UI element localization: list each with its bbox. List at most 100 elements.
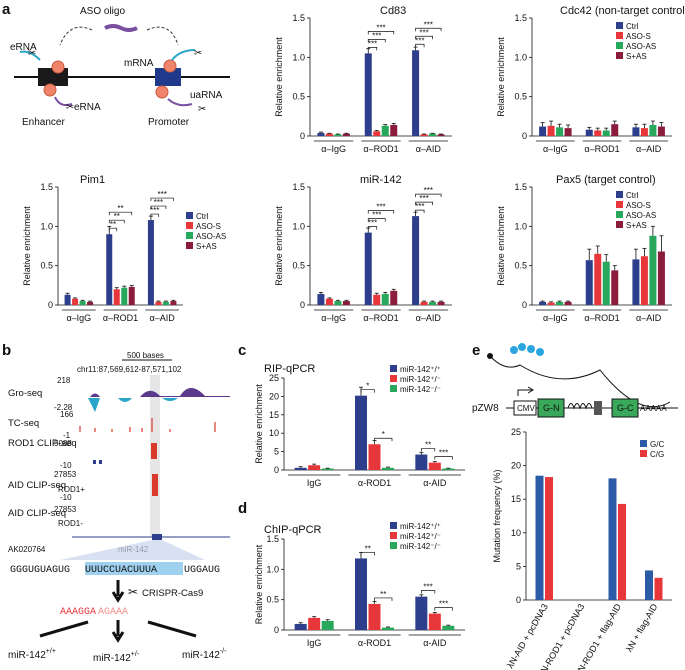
aso-oligo-label: ASO oligo — [80, 6, 125, 17]
uarna-label: uaRNA — [190, 90, 223, 101]
sig-label: ** — [110, 220, 116, 229]
cmv-label: CMV — [517, 404, 535, 413]
bar — [364, 232, 372, 305]
y-tick-label: 15 — [511, 494, 521, 504]
boxb-loops — [567, 403, 593, 410]
bar — [594, 130, 602, 136]
legend-label: S+AS — [196, 242, 217, 251]
bar — [325, 298, 333, 305]
chart-pax5: Pax5 (target control) 0 0.5 1.0 1.5 Relative … — [496, 174, 672, 323]
bar — [539, 301, 547, 305]
crispr-label: CRISPR-Cas9 — [142, 588, 203, 599]
bar — [170, 301, 177, 305]
bar — [113, 289, 120, 305]
seq-highlighted: UUUCCUACUUUA — [85, 565, 157, 576]
bar — [585, 129, 593, 136]
y-tick-label: 10 — [269, 428, 279, 438]
bar — [412, 50, 420, 136]
bar — [547, 302, 555, 305]
bar — [106, 234, 113, 305]
sig-bracket — [150, 197, 174, 202]
bar — [390, 290, 398, 305]
sig-label: *** — [368, 39, 377, 48]
y-tick-label: 1.0 — [292, 221, 305, 231]
sig-bracket — [367, 218, 386, 222]
bar — [556, 301, 564, 305]
y-tick-label: 0.5 — [514, 92, 527, 102]
sig-bracket — [150, 213, 159, 218]
y-tick-label: 25 — [269, 373, 279, 383]
genome-browser: 500 bases chr11:87,569,612-87,571,102 Gr… — [8, 351, 230, 560]
legend-swatch — [390, 365, 397, 372]
legend-swatch — [390, 542, 397, 549]
bar — [355, 395, 367, 470]
bar — [429, 301, 437, 305]
bar — [437, 301, 445, 305]
track-aid2-max: 27853 — [54, 505, 77, 514]
sig-bracket — [415, 43, 425, 48]
legend-swatch — [186, 212, 193, 219]
legend-swatch — [186, 242, 193, 249]
legend-swatch — [616, 211, 623, 218]
chart-pim1: Pim1 0 0.5 1.0 1.5 Relative enrichment α–IgG α–… — [22, 174, 226, 323]
chart-title: Pax5 (target control) — [556, 174, 656, 186]
coords-label: chr11:87,569,612-87,571,102 — [77, 365, 182, 374]
chart-rip: RIP-qPCR 0 5 10 15 20 25 Relative enrichment IgG… — [254, 363, 465, 488]
bar — [373, 131, 381, 136]
bar — [317, 132, 325, 136]
bar — [654, 577, 663, 600]
hairpin-icon — [527, 345, 535, 353]
legend-label: miR-142⁺/⁻ — [400, 375, 441, 384]
track-aid1-label: AID CLIP-seq — [8, 480, 66, 491]
seq-suffix: UGGAUG — [184, 565, 220, 576]
bar — [649, 235, 657, 305]
erna-strand — [54, 96, 73, 107]
bar — [649, 124, 657, 136]
legend-label: miR-142⁻/⁻ — [400, 542, 441, 551]
legend-swatch — [390, 375, 397, 382]
legend-label: miR-142⁺/⁻ — [400, 532, 441, 541]
y-axis-label: Relative enrichment — [274, 206, 284, 286]
hairpin-icon — [510, 346, 518, 354]
track-aid2-sub: ROD1- — [58, 519, 83, 528]
legend-label: ASO-S — [626, 201, 651, 210]
bar — [632, 127, 640, 136]
legend-label: G/C — [650, 440, 664, 449]
cmv-box — [513, 400, 537, 416]
x-tick-label: α–AID — [416, 313, 442, 323]
legend-swatch — [186, 232, 193, 239]
polya-label: AAAAA — [640, 404, 667, 413]
promoter-label: Promoter — [148, 117, 190, 128]
x-tick-label: IgG — [307, 478, 322, 488]
genotype-wt: miR-142+/+ — [8, 648, 56, 661]
panel-label-d: d — [238, 500, 247, 517]
gro-plus-signal — [72, 388, 230, 397]
tc-signal — [79, 418, 216, 432]
chart-cd83: Cd83 0 0.5 1.0 1.5 Relative enrichment α–IgG α–… — [274, 5, 452, 154]
track-rod1-max: 5088 — [54, 439, 72, 448]
enhancer-label: Enhancer — [22, 117, 65, 128]
y-tick-label: 1.5 — [292, 182, 305, 192]
sig-label: *** — [439, 600, 448, 609]
bar — [121, 287, 128, 305]
scissors-icon: ✂ — [128, 585, 138, 599]
legend-label: ASO-S — [626, 32, 651, 41]
bar — [429, 133, 437, 136]
x-tick-label: IgG — [307, 638, 322, 648]
bar — [321, 468, 334, 470]
sig-label: *** — [415, 36, 424, 45]
x-tick-label: α–ROD1 — [584, 144, 619, 154]
bar — [535, 475, 544, 600]
rod1-clip-minus — [93, 460, 96, 464]
legend-label: ASO-S — [196, 222, 221, 231]
chart-cdc42: Cdc42 (non-target control) 0 0.5 1.0 1.5 Rela… — [496, 5, 685, 154]
chart-title: ChIP-qPCR — [264, 524, 322, 536]
bar — [645, 570, 653, 600]
bar — [147, 220, 154, 305]
bar — [321, 620, 334, 630]
bar — [611, 270, 619, 305]
bar — [618, 503, 626, 600]
bar — [420, 301, 428, 305]
y-tick-label: 5 — [516, 561, 521, 571]
